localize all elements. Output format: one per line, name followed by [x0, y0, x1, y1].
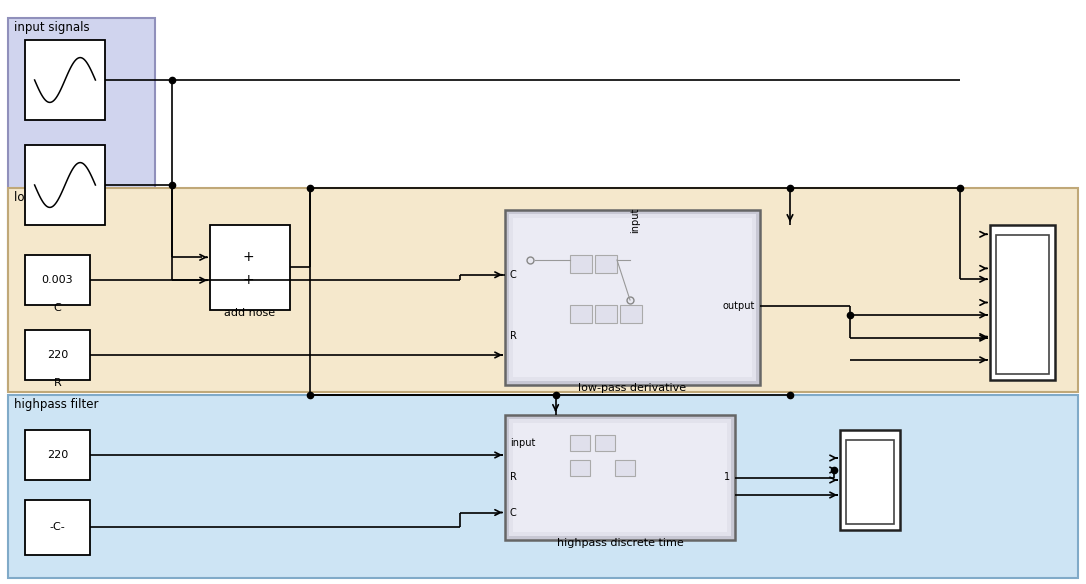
Bar: [505, 415, 735, 540]
Bar: [595, 435, 615, 451]
Text: 0.003: 0.003: [41, 275, 74, 285]
Bar: [570, 435, 590, 451]
Text: 220: 220: [47, 450, 68, 460]
Bar: [620, 305, 642, 323]
Text: input: input: [630, 208, 641, 234]
Bar: [595, 255, 617, 273]
Bar: [25, 255, 90, 305]
Text: lowpass filter: lowpass filter: [14, 191, 92, 204]
Bar: [990, 225, 1055, 380]
Text: highpass filter: highpass filter: [14, 398, 99, 411]
Text: output: output: [722, 301, 755, 311]
Text: 220: 220: [47, 350, 68, 360]
Bar: [8, 395, 1078, 578]
Text: -C-: -C-: [50, 523, 65, 533]
Text: 1: 1: [724, 472, 730, 482]
Text: input: input: [510, 437, 535, 447]
Text: highpass discrete time: highpass discrete time: [557, 538, 683, 548]
Bar: [25, 330, 90, 380]
Bar: [8, 18, 155, 390]
Bar: [570, 305, 592, 323]
Text: +: +: [242, 251, 254, 265]
Bar: [25, 145, 105, 225]
Text: C: C: [53, 303, 62, 313]
Bar: [615, 460, 635, 476]
Text: add nose: add nose: [225, 308, 276, 318]
Bar: [570, 460, 590, 476]
Text: input signals: input signals: [14, 21, 90, 34]
Bar: [505, 210, 760, 385]
Text: +: +: [242, 273, 254, 287]
Bar: [25, 500, 90, 555]
Bar: [210, 225, 290, 310]
Bar: [8, 188, 1078, 392]
Bar: [513, 218, 752, 377]
Bar: [509, 419, 731, 536]
Bar: [996, 235, 1049, 374]
Bar: [846, 440, 894, 524]
Bar: [509, 214, 756, 381]
Text: R: R: [510, 331, 517, 341]
Bar: [595, 305, 617, 323]
Bar: [25, 430, 90, 480]
Text: R: R: [510, 472, 517, 482]
Text: R: R: [53, 378, 62, 388]
Text: low-pass derivative: low-pass derivative: [579, 383, 686, 393]
Bar: [570, 255, 592, 273]
Bar: [513, 423, 727, 532]
Bar: [839, 430, 900, 530]
Text: C: C: [510, 507, 517, 517]
Text: C: C: [510, 270, 517, 280]
Bar: [25, 40, 105, 120]
